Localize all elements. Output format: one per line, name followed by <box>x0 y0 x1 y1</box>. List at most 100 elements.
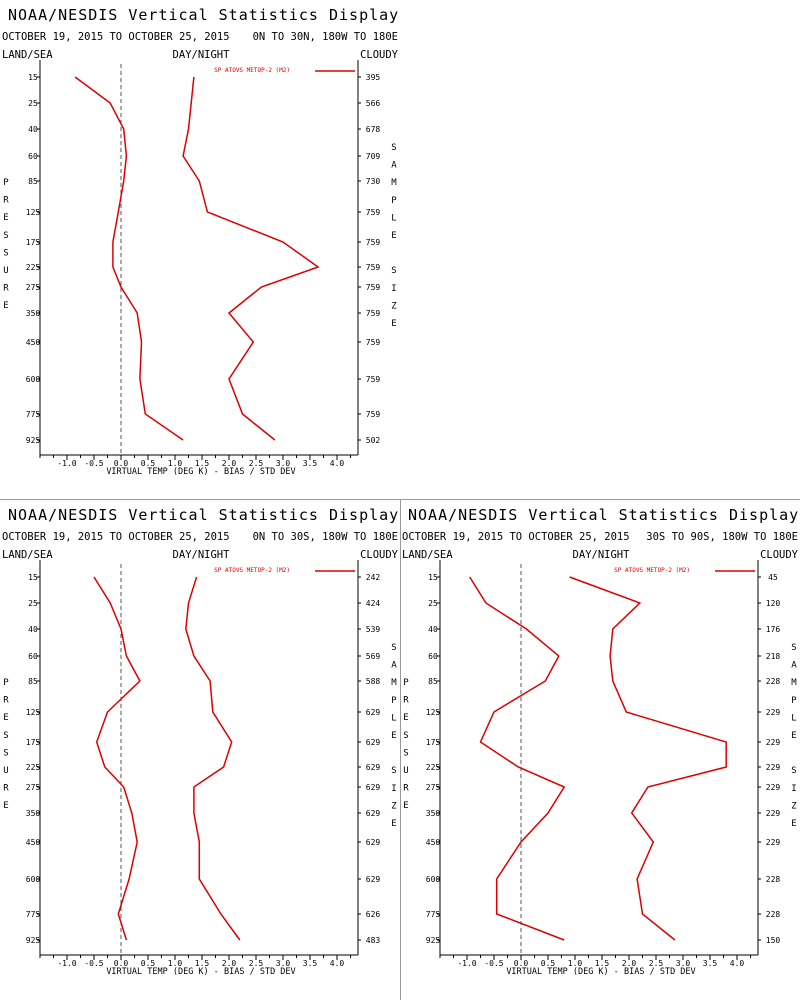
pressure-title-letter: S <box>403 748 408 758</box>
pressure-level-label: 25 <box>428 599 438 608</box>
cloudy-label: CLOUDY <box>360 549 399 561</box>
std-dev-profile-line <box>182 76 320 441</box>
pressure-level-label: 125 <box>426 708 441 717</box>
x-tick-label: 0.0 <box>114 459 129 468</box>
sample-size-label: 629 <box>366 783 381 792</box>
legend-label: SP ATOVS METOP-2 (M2) <box>214 67 290 74</box>
sample-size-label: 629 <box>366 763 381 772</box>
pressure-title-letter: U <box>3 266 8 276</box>
pressure-level-label: 350 <box>426 809 441 818</box>
pressure-title-letter: P <box>403 678 409 688</box>
sample-size-title-letter: E <box>391 731 396 741</box>
sample-size-label: 759 <box>366 375 381 384</box>
pressure-title-letter: S <box>403 731 408 741</box>
sample-size-label: 229 <box>766 738 781 747</box>
sample-size-label: 229 <box>766 809 781 818</box>
x-tick-label: 2.5 <box>249 959 264 968</box>
sample-size-label: 759 <box>366 309 381 318</box>
sample-size-title-letter: I <box>791 784 796 794</box>
date-range: OCTOBER 19, 2015 TO OCTOBER 25, 2015 <box>402 531 630 543</box>
pressure-title-letter: E <box>3 713 8 723</box>
sample-size-label: 502 <box>366 436 381 445</box>
x-tick-label: 4.0 <box>730 959 745 968</box>
x-tick-label: 0.0 <box>114 959 129 968</box>
sample-size-label: 218 <box>766 652 781 661</box>
sample-size-label: 228 <box>766 677 781 686</box>
x-axis-label: VIRTUAL TEMP (DEG K) - BIAS / STD DEV <box>106 467 295 477</box>
sample-size-label: 629 <box>366 838 381 847</box>
pressure-title-letter: R <box>403 784 409 794</box>
sample-size-label: 588 <box>366 677 381 686</box>
sample-size-label: 629 <box>366 708 381 717</box>
pressure-level-label: 15 <box>28 573 38 582</box>
x-axis-label: VIRTUAL TEMP (DEG K) - BIAS / STD DEV <box>506 967 695 977</box>
pressure-level-label: 15 <box>428 573 438 582</box>
x-tick-label: 1.5 <box>195 959 210 968</box>
sample-size-label: 569 <box>366 652 381 661</box>
pressure-title-letter: S <box>3 231 8 241</box>
sample-size-label: 176 <box>766 625 781 634</box>
sample-size-title-letter: M <box>791 678 797 688</box>
region-label: 0N TO 30N, 180W TO 180E <box>253 31 398 43</box>
pressure-title-letter: R <box>3 784 9 794</box>
pressure-title-letter: R <box>3 196 9 206</box>
x-tick-label: 3.0 <box>276 959 291 968</box>
panel-0n-30s: NOAA/NESDIS Vertical Statistics Display O… <box>0 500 400 1000</box>
legend-label: SP ATOVS METOP-2 (M2) <box>214 567 290 574</box>
x-tick-label: 0.0 <box>514 959 529 968</box>
x-tick-label: 2.0 <box>622 959 637 968</box>
sample-size-label: 626 <box>366 910 381 919</box>
chart-title: NOAA/NESDIS Vertical Statistics Display <box>8 6 399 24</box>
sample-size-title-letter: E <box>391 231 396 241</box>
sample-size-title-letter: L <box>791 713 796 723</box>
x-tick-label: -0.5 <box>484 959 503 968</box>
pressure-level-label: 225 <box>26 763 41 772</box>
pressure-title-letter: R <box>3 696 9 706</box>
sample-size-label: 759 <box>366 238 381 247</box>
sample-size-label: 242 <box>366 573 381 582</box>
sample-size-title-letter: A <box>791 661 797 671</box>
region-label: 0N TO 30S, 180W TO 180E <box>253 531 398 543</box>
pressure-level-label: 85 <box>428 677 438 686</box>
pressure-level-label: 600 <box>426 875 441 884</box>
x-tick-label: 0.5 <box>141 459 156 468</box>
pressure-title-letter: S <box>3 748 8 758</box>
x-tick-label: 1.5 <box>195 459 210 468</box>
pressure-level-label: 350 <box>26 809 41 818</box>
sample-size-label: 228 <box>766 910 781 919</box>
sample-size-label: 759 <box>366 410 381 419</box>
pressure-title-letter: U <box>3 766 8 776</box>
panel-0n-30n: NOAA/NESDIS Vertical Statistics Display O… <box>0 0 400 500</box>
pressure-level-label: 775 <box>26 910 41 919</box>
sample-size-label: 629 <box>366 738 381 747</box>
std-dev-profile-line <box>185 576 241 941</box>
sample-size-title-letter: P <box>391 696 397 706</box>
sample-size-label: 759 <box>366 283 381 292</box>
sample-size-label: 629 <box>366 875 381 884</box>
date-range: OCTOBER 19, 2015 TO OCTOBER 25, 2015 <box>2 31 230 43</box>
x-tick-label: 1.0 <box>568 959 583 968</box>
pressure-level-label: 60 <box>28 152 38 161</box>
cloudy-label: CLOUDY <box>360 49 399 61</box>
sample-size-title-letter: A <box>391 161 397 171</box>
pressure-level-label: 275 <box>426 783 441 792</box>
sample-size-label: 45 <box>768 573 778 582</box>
pressure-level-label: 600 <box>26 875 41 884</box>
sample-size-label: 629 <box>366 809 381 818</box>
pressure-level-label: 450 <box>426 838 441 847</box>
pressure-level-label: 40 <box>28 125 38 134</box>
x-tick-label: 3.0 <box>676 959 691 968</box>
sample-size-label: 730 <box>366 177 381 186</box>
pressure-level-label: 60 <box>28 652 38 661</box>
x-tick-label: 1.0 <box>168 959 183 968</box>
sample-size-title-letter: M <box>391 678 397 688</box>
sample-size-title-letter: Z <box>791 801 797 811</box>
land-sea-label: LAND/SEA <box>2 549 53 561</box>
sample-size-title-letter: P <box>791 696 797 706</box>
sample-size-title-letter: S <box>391 266 396 276</box>
x-tick-label: -1.0 <box>57 459 76 468</box>
sample-size-label: 759 <box>366 263 381 272</box>
pressure-level-label: 125 <box>26 708 41 717</box>
sample-size-title-letter: L <box>391 713 396 723</box>
sample-size-title-letter: S <box>391 766 396 776</box>
